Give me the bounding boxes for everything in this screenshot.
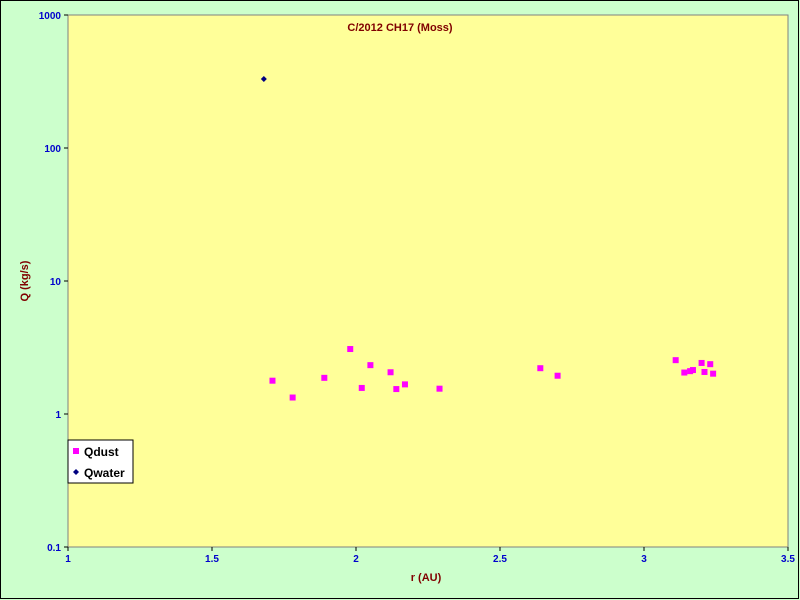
y-tick-label: 100	[44, 144, 61, 155]
legend-box	[67, 439, 134, 484]
data-point-qdust	[672, 357, 679, 364]
y-tick-label: 1000	[39, 11, 62, 22]
y-axis-label: Q (kg/s)	[19, 260, 31, 301]
data-point-qdust	[358, 384, 365, 391]
data-point-qdust	[289, 394, 296, 401]
data-point-qdust	[681, 369, 688, 376]
x-tick-label: 2.5	[493, 554, 507, 565]
chart-title: C/2012 CH17 (Moss)	[347, 22, 452, 34]
data-point-qdust	[689, 367, 696, 374]
data-point-qdust	[710, 370, 717, 377]
y-tick-label: 1	[55, 410, 61, 421]
data-point-qdust	[387, 369, 394, 376]
data-point-qdust	[698, 359, 705, 366]
data-point-qdust	[321, 374, 328, 381]
legend: Qdust Qwater	[67, 439, 134, 484]
legend-label-qwater: Qwater	[84, 466, 125, 480]
legend-label-qdust: Qdust	[84, 445, 119, 459]
data-point-qdust	[269, 377, 276, 384]
y-tick-label: 10	[50, 277, 62, 288]
x-tick-label: 2	[353, 554, 359, 565]
data-point-qdust	[367, 362, 374, 369]
data-point-qdust	[701, 368, 708, 375]
data-point-qwater	[260, 76, 267, 83]
x-axis-label: r (AU)	[411, 572, 442, 584]
data-point-qdust	[401, 381, 408, 388]
data-points	[260, 76, 717, 401]
data-point-qdust	[393, 386, 400, 393]
plot-area	[67, 14, 789, 548]
data-point-qdust	[707, 361, 714, 368]
x-axis-ticks: 1 1.5 2 2.5 3 3.5	[65, 547, 795, 565]
data-point-qdust	[537, 365, 544, 372]
y-tick-label: 0.1	[47, 543, 61, 554]
x-tick-label: 1	[65, 554, 71, 565]
data-point-qdust	[436, 385, 443, 392]
data-point-qdust	[347, 346, 354, 353]
data-point-qdust	[554, 372, 561, 379]
x-tick-label: 3.5	[781, 554, 795, 565]
legend-marker-qwater	[73, 469, 79, 475]
x-tick-label: 3	[641, 554, 647, 565]
y-axis-ticks: 0.1 1 10 100 1000	[39, 11, 68, 554]
x-tick-label: 1.5	[205, 554, 219, 565]
legend-marker-qdust	[73, 448, 79, 454]
